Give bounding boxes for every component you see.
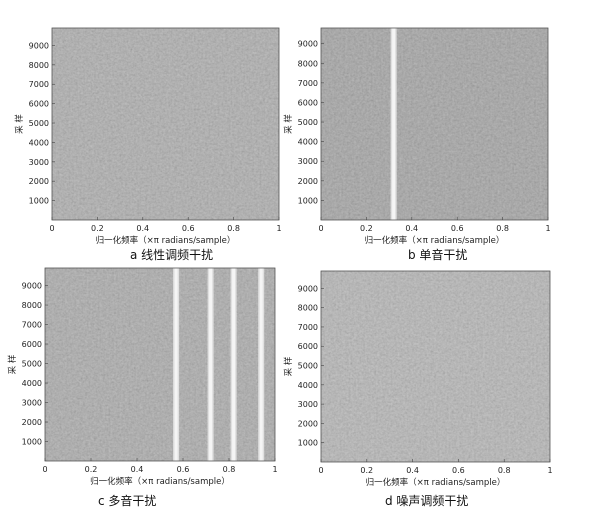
plot-frame-a xyxy=(51,27,280,221)
x-tick-label-a-4: 0.8 xyxy=(227,224,240,233)
y-tick-label-d-6: 7000 xyxy=(298,323,318,332)
y-tick-label-d-2: 3000 xyxy=(298,400,318,409)
x-tick-label-b-5: 1 xyxy=(545,224,550,233)
noise-texture-coarse-b xyxy=(321,28,548,220)
x-tick-label-b-3: 0.6 xyxy=(451,224,464,233)
interference-line-core-b-1 xyxy=(392,28,396,220)
y-tick-label-b-0: 1000 xyxy=(298,196,318,205)
x-tick-label-a-2: 0.4 xyxy=(136,224,149,233)
y-tick-label-d-0: 1000 xyxy=(298,439,318,448)
y-tick-label-a-8: 9000 xyxy=(29,41,49,50)
x-axis-label-a: 归一化频率（×π radians/sample） xyxy=(96,235,236,246)
y-tick-label-c-0: 1000 xyxy=(22,438,42,447)
y-tick-label-c-8: 9000 xyxy=(22,282,42,291)
y-tick-label-a-1: 2000 xyxy=(29,177,49,186)
interference-line-core-c-2 xyxy=(209,268,213,461)
x-axis-label-d: 归一化频率（×π radians/sample） xyxy=(366,477,506,488)
x-tick-label-a-1: 0.2 xyxy=(91,224,104,233)
panel-b: 0 0.2 0.4 0.6 0.8 1 1000 2000 3000 4000 5000 6000 70… xyxy=(283,27,551,262)
y-tick-label-b-6: 7000 xyxy=(298,79,318,88)
y-tick-label-b-1: 2000 xyxy=(298,177,318,186)
y-axis-label-c: 采 样 xyxy=(7,354,18,374)
x-tick-label-b-0: 0 xyxy=(318,224,323,233)
x-tick-label-d-4: 0.8 xyxy=(498,466,511,475)
y-tick-label-a-3: 4000 xyxy=(29,138,49,147)
caption-a: a 线性调频干扰 xyxy=(130,248,213,262)
y-tick-label-d-5: 6000 xyxy=(298,342,318,351)
x-tick-label-c-3: 0.6 xyxy=(177,465,190,474)
caption-b: b 单音干扰 xyxy=(408,247,467,262)
y-tick-label-b-7: 8000 xyxy=(298,59,318,68)
y-tick-label-c-7: 8000 xyxy=(22,301,42,310)
x-tick-label-a-3: 0.6 xyxy=(182,224,195,233)
y-tick-label-c-1: 2000 xyxy=(22,418,42,427)
x-tick-label-a-0: 0 xyxy=(49,224,54,233)
y-tick-label-d-4: 5000 xyxy=(298,362,318,371)
y-tick-label-b-2: 3000 xyxy=(298,157,318,166)
x-tick-label-c-5: 1 xyxy=(272,465,277,474)
y-tick-label-d-8: 9000 xyxy=(298,284,318,293)
noise-texture-coarse-c xyxy=(45,268,275,461)
y-tick-label-d-1: 2000 xyxy=(298,419,318,428)
y-tick-label-a-5: 6000 xyxy=(29,100,49,109)
x-tick-label-d-2: 0.4 xyxy=(406,466,419,475)
y-tick-label-a-0: 1000 xyxy=(29,197,49,206)
y-tick-label-a-4: 5000 xyxy=(29,119,49,128)
x-tick-label-a-5: 1 xyxy=(276,224,281,233)
x-tick-label-c-1: 0.2 xyxy=(85,465,98,474)
y-tick-label-d-3: 4000 xyxy=(298,381,318,390)
x-tick-label-b-4: 0.8 xyxy=(496,224,509,233)
y-tick-label-d-7: 8000 xyxy=(298,304,318,313)
y-tick-label-c-2: 3000 xyxy=(22,399,42,408)
y-tick-label-c-6: 7000 xyxy=(22,321,42,330)
x-tick-label-c-2: 0.4 xyxy=(131,465,144,474)
caption-d: d 噪声调频干扰 xyxy=(385,494,468,508)
x-tick-label-b-1: 0.2 xyxy=(360,224,373,233)
panels-group: 0 0.2 0.4 0.6 0.8 110002000300040005000600070… xyxy=(7,27,553,508)
x-tick-label-c-0: 0 xyxy=(42,465,47,474)
plot-frame-b xyxy=(320,27,549,221)
y-tick-label-a-7: 8000 xyxy=(29,61,49,70)
y-tick-label-c-4: 5000 xyxy=(22,360,42,369)
plot-frame-c xyxy=(44,267,276,462)
panel-d: 0 0.2 0.4 0.6 0.8 1 1000 2000 3000 4000 5000 6000 70… xyxy=(283,270,553,508)
caption-c: c 多音干扰 xyxy=(98,493,156,508)
interference-line-core-c-3 xyxy=(232,268,236,461)
y-tick-label-a-2: 3000 xyxy=(29,158,49,167)
y-axis-label-a: 采 样 xyxy=(14,114,25,134)
y-axis-label-d: 采 样 xyxy=(283,356,294,376)
x-axis-label-b: 归一化频率（×π radians/sample） xyxy=(365,235,505,246)
y-tick-label-b-3: 4000 xyxy=(298,138,318,147)
x-tick-label-b-2: 0.4 xyxy=(405,224,418,233)
x-tick-label-c-4: 0.8 xyxy=(223,465,236,474)
y-tick-label-b-4: 5000 xyxy=(298,118,318,127)
y-tick-label-c-3: 4000 xyxy=(22,379,42,388)
y-tick-label-a-6: 7000 xyxy=(29,80,49,89)
y-axis-label-b: 采 样 xyxy=(283,114,294,134)
noise-texture-coarse-d xyxy=(321,271,550,462)
x-tick-label-d-1: 0.2 xyxy=(360,466,373,475)
noise-texture-coarse-a xyxy=(52,28,279,220)
panel-a: 0 0.2 0.4 0.6 0.8 1 1000 2000 3000 4000 5000 6000 70… xyxy=(14,27,282,262)
x-tick-label-d-5: 1 xyxy=(547,466,552,475)
x-tick-label-d-3: 0.6 xyxy=(452,466,465,475)
plot-frame-d xyxy=(320,270,551,463)
y-tick-label-b-5: 6000 xyxy=(298,98,318,107)
y-tick-label-c-5: 6000 xyxy=(22,340,42,349)
x-tick-label-d-0: 0 xyxy=(318,466,323,475)
interference-line-core-c-1 xyxy=(174,268,178,461)
x-axis-label-c: 归一化频率（×π radians/sample） xyxy=(90,476,230,487)
y-tick-label-b-8: 9000 xyxy=(298,40,318,49)
panel-c: 0 0.2 0.4 0.6 0.8 1 1000 2000 3000 4000 5000 6000 70… xyxy=(7,267,278,508)
interference-line-core-c-4 xyxy=(259,268,263,461)
